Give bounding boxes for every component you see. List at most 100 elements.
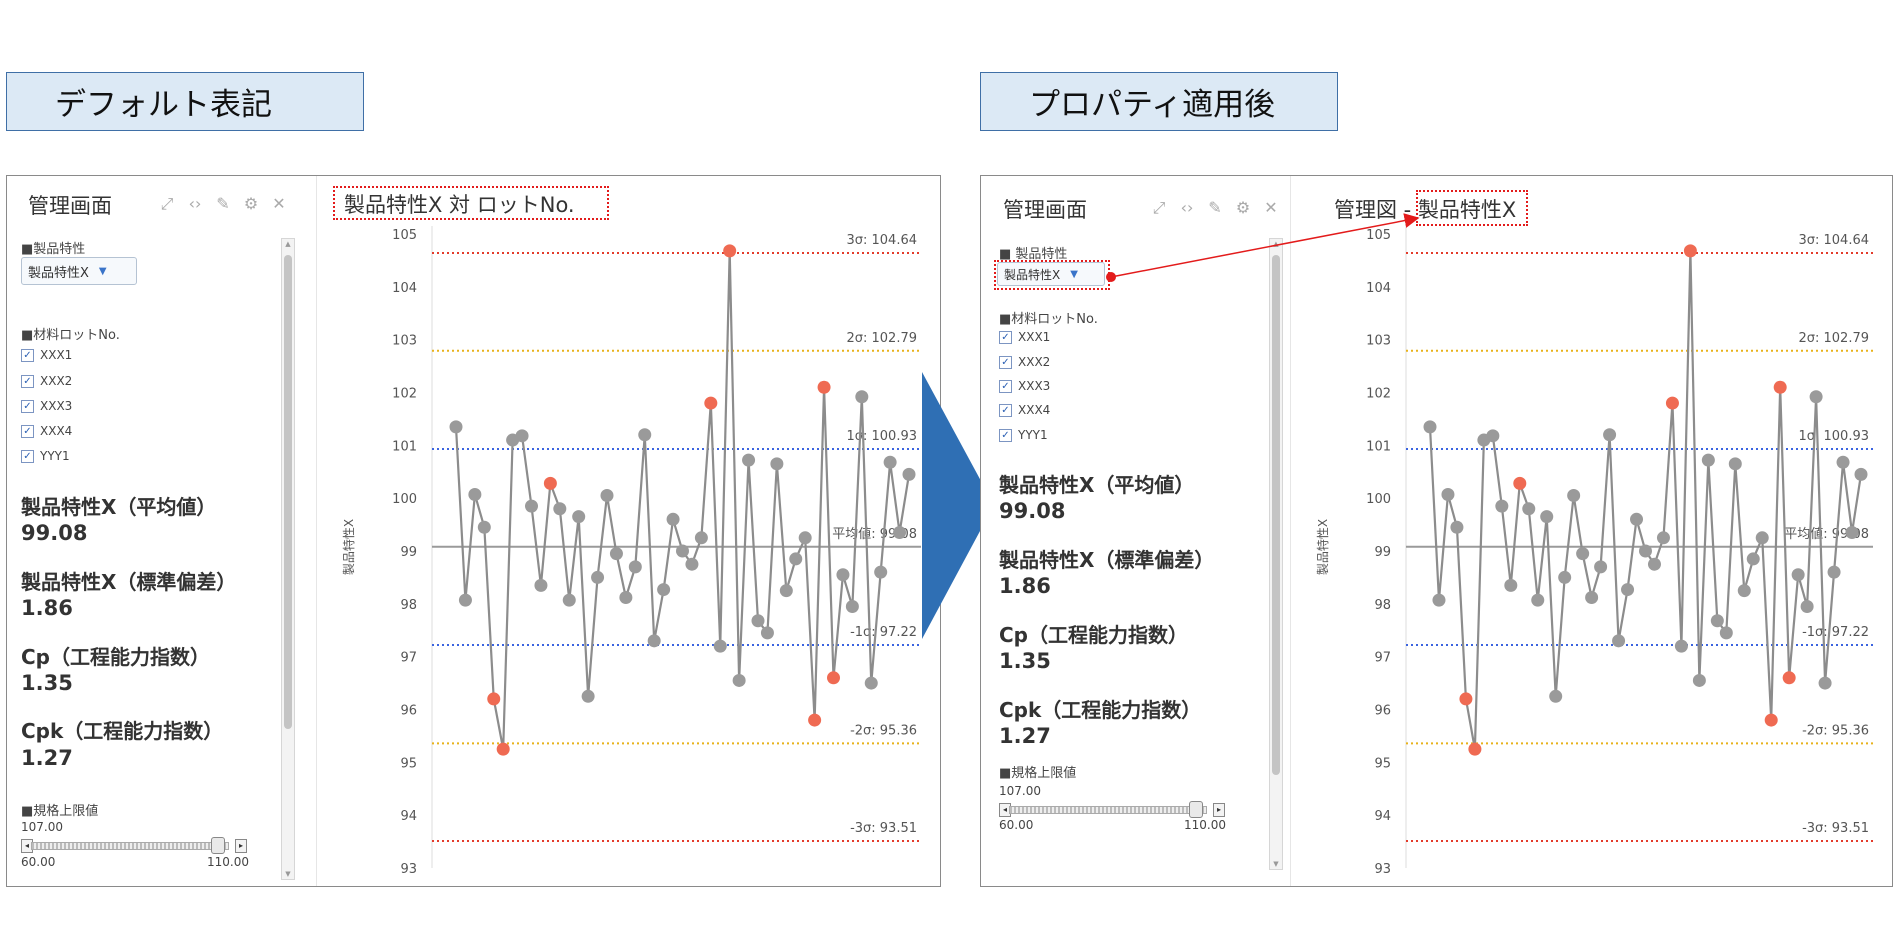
- data-point-alert: [543, 476, 557, 490]
- dashboard-title: 管理画面: [1003, 198, 1087, 222]
- lot-checkbox[interactable]: ✓ XXX3: [21, 399, 72, 413]
- lot-checkbox[interactable]: ✓ XXX1: [999, 330, 1050, 344]
- lot-checkbox[interactable]: ✓ XXX1: [21, 348, 72, 362]
- chevron-down-icon: ▼: [98, 265, 107, 277]
- data-point: [1603, 428, 1617, 442]
- pencil-icon[interactable]: ✎: [216, 194, 230, 213]
- data-point: [515, 429, 529, 443]
- connector-dot: [1106, 272, 1116, 282]
- data-point: [1630, 512, 1644, 526]
- y-tick-label: 103: [392, 334, 417, 349]
- scrollbar-thumb[interactable]: [284, 255, 292, 729]
- sidebar-scrollbar[interactable]: ▲ ▼: [1269, 238, 1283, 870]
- data-point-alert: [1764, 713, 1778, 727]
- section-label-after-property: プロパティ適用後: [980, 72, 1338, 131]
- transition-arrow-icon: [922, 372, 994, 639]
- expand-icon[interactable]: ⤢: [1152, 198, 1166, 217]
- lot-checkbox[interactable]: ✓ XXX4: [21, 424, 72, 438]
- data-point-alert: [1513, 476, 1527, 490]
- y-tick-label: 98: [400, 598, 417, 613]
- toolbar: ⤢ ‹› ✎ ⚙ ✕: [1149, 198, 1281, 218]
- scroll-up-icon[interactable]: ▲: [285, 240, 291, 248]
- gear-icon[interactable]: ⚙: [243, 194, 259, 213]
- pencil-icon[interactable]: ✎: [1208, 198, 1222, 217]
- lot-label: ■材料ロットNo.: [999, 312, 1098, 327]
- y-tick-label: 104: [1366, 281, 1391, 296]
- lot-checkbox[interactable]: ✓ XXX2: [999, 355, 1050, 369]
- data-point: [1522, 502, 1536, 516]
- slider-thumb[interactable]: [1189, 801, 1204, 818]
- sidebar-scrollbar[interactable]: ▲ ▼: [281, 238, 295, 880]
- y-tick-label: 93: [1374, 862, 1391, 877]
- y-tick-label: 97: [1374, 651, 1391, 666]
- reference-line-label: -3σ: 93.51: [1802, 821, 1869, 836]
- reference-line-label: 3σ: 104.64: [1798, 233, 1869, 248]
- scroll-down-icon[interactable]: ▼: [285, 870, 291, 878]
- slider-thumb[interactable]: [211, 837, 226, 854]
- scroll-up-icon[interactable]: ▲: [1273, 240, 1279, 248]
- data-point: [1719, 626, 1733, 640]
- reference-line-label: 3σ: 104.64: [846, 233, 917, 248]
- code-icon[interactable]: ‹›: [1180, 198, 1194, 217]
- reference-line-label: 2σ: 102.79: [1798, 331, 1869, 346]
- product-select[interactable]: 製品特性X ▼: [997, 262, 1105, 286]
- spec-slider[interactable]: ◂ ▸: [21, 837, 261, 854]
- lot-checkbox[interactable]: ✓ XXX4: [999, 403, 1050, 417]
- slider-right-button[interactable]: ▸: [1213, 803, 1225, 817]
- data-point: [553, 502, 567, 516]
- close-icon[interactable]: ✕: [272, 194, 286, 213]
- stat-title-mean: 製品特性X（平均値）: [21, 495, 217, 519]
- lot-checkbox-label: XXX3: [40, 399, 73, 413]
- slider-max: 110.00: [1184, 818, 1226, 832]
- y-tick-label: 99: [400, 545, 417, 560]
- data-point: [893, 526, 907, 540]
- data-point: [1701, 453, 1715, 467]
- slider-track[interactable]: [1009, 806, 1207, 814]
- data-point: [902, 467, 916, 481]
- code-icon[interactable]: ‹›: [188, 194, 202, 213]
- data-point-alert: [496, 742, 510, 756]
- lot-checkbox[interactable]: ✓ YYY1: [999, 428, 1048, 442]
- reference-line-label: 1σ: 100.93: [846, 429, 917, 444]
- close-icon[interactable]: ✕: [1264, 198, 1278, 217]
- data-point: [525, 499, 538, 513]
- data-point: [657, 583, 671, 597]
- reference-line-label: -3σ: 93.51: [850, 821, 917, 836]
- data-point: [1504, 578, 1518, 592]
- lot-checkbox[interactable]: ✓ XXX2: [21, 374, 72, 388]
- spec-value: 107.00: [999, 784, 1041, 798]
- data-point: [1746, 552, 1760, 566]
- data-point: [798, 531, 812, 545]
- data-point: [1450, 520, 1464, 534]
- lot-checkbox[interactable]: ✓ YYY1: [21, 449, 70, 463]
- lot-checkbox-label: XXX2: [40, 374, 73, 388]
- spec-slider[interactable]: ◂ ▸: [999, 801, 1239, 818]
- section-label-default: デフォルト表記: [6, 72, 364, 131]
- lot-checkbox[interactable]: ✓ XXX3: [999, 379, 1050, 393]
- data-point: [1674, 639, 1688, 653]
- data-point: [600, 489, 614, 503]
- reference-line-label: -1σ: 97.22: [1802, 625, 1869, 640]
- data-point: [1486, 429, 1500, 443]
- reference-line-label: 1σ: 100.93: [1798, 429, 1869, 444]
- data-point-alert: [817, 380, 831, 394]
- data-point: [1809, 390, 1823, 404]
- data-point: [628, 560, 642, 574]
- data-point-alert: [704, 396, 718, 410]
- gear-icon[interactable]: ⚙: [1235, 198, 1251, 217]
- sidebar: 管理画面 ⤢ ‹› ✎ ⚙ ✕ ■ 製品特性 製品特性X ▼ ■材料ロットNo.…: [981, 176, 1291, 886]
- product-select[interactable]: 製品特性X ▼: [21, 257, 137, 285]
- y-tick-label: 95: [400, 756, 417, 771]
- expand-icon[interactable]: ⤢: [160, 194, 174, 213]
- scrollbar-thumb[interactable]: [1272, 255, 1280, 775]
- data-point: [864, 676, 878, 690]
- chart-title-text: 製品特性X 対 ロットNo.: [344, 193, 575, 217]
- data-point: [591, 570, 605, 584]
- lot-label: ■材料ロットNo.: [21, 328, 120, 343]
- data-point: [1710, 614, 1724, 628]
- data-point: [1728, 457, 1742, 471]
- slider-right-button[interactable]: ▸: [235, 839, 247, 853]
- slider-track[interactable]: [31, 842, 229, 850]
- dashboard-panel-after: 管理画面 ⤢ ‹› ✎ ⚙ ✕ ■ 製品特性 製品特性X ▼ ■材料ロットNo.…: [980, 175, 1893, 887]
- scroll-down-icon[interactable]: ▼: [1273, 860, 1279, 868]
